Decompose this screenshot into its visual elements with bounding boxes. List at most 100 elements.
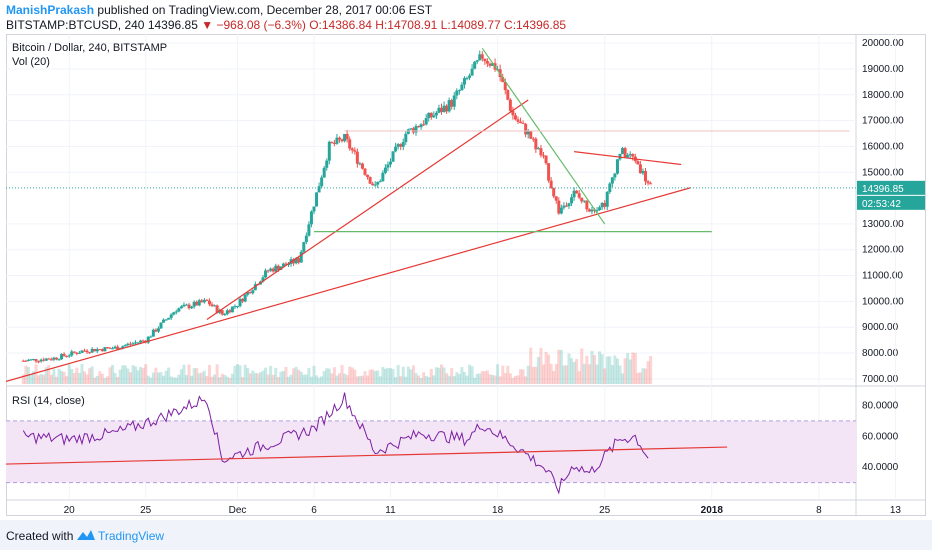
candle-body bbox=[434, 112, 438, 116]
candle-body bbox=[95, 349, 99, 352]
volume-bar bbox=[582, 363, 586, 384]
volume-bar bbox=[424, 375, 428, 384]
price-tick-label: 17000.00 bbox=[862, 116, 904, 127]
candle-body bbox=[294, 258, 298, 264]
candle-body bbox=[417, 126, 421, 128]
candle-body bbox=[605, 191, 609, 207]
volume-bar bbox=[383, 368, 387, 384]
candle-body bbox=[394, 146, 398, 152]
volume-bar bbox=[343, 373, 347, 384]
candle-body bbox=[111, 348, 115, 350]
candle-body bbox=[638, 164, 642, 174]
price-tick-label: 8000.00 bbox=[862, 348, 899, 359]
candle-body bbox=[192, 301, 196, 307]
candle-body bbox=[649, 183, 653, 185]
volume-bar bbox=[57, 368, 61, 384]
volume-bar bbox=[360, 375, 364, 384]
candle-body bbox=[539, 148, 543, 156]
volume-bar bbox=[552, 371, 556, 384]
candle-body bbox=[299, 251, 303, 263]
candle-body bbox=[297, 258, 301, 263]
volume-bar bbox=[524, 376, 528, 384]
volume-bar bbox=[391, 369, 395, 384]
candle-body bbox=[424, 118, 428, 125]
time-tick-label: 8 bbox=[816, 505, 822, 516]
rsi-line bbox=[22, 392, 649, 495]
candle-body bbox=[376, 181, 380, 185]
candle-body bbox=[440, 107, 443, 112]
candle-body bbox=[126, 343, 130, 346]
volume-bar bbox=[233, 365, 237, 384]
volume-bar bbox=[251, 370, 255, 384]
ohlc-values: O:14386.84 H:14708.91 L:14089.77 C:14396… bbox=[309, 18, 567, 32]
volume-bar bbox=[475, 373, 479, 384]
candle-body bbox=[236, 306, 239, 308]
candle-body bbox=[26, 359, 30, 361]
volume-bar bbox=[90, 366, 94, 384]
volume-bar bbox=[83, 371, 86, 384]
candle-body bbox=[287, 264, 290, 266]
candle-body bbox=[414, 126, 418, 133]
volume-bar bbox=[447, 375, 451, 384]
published-text: published on TradingView.com, December 2… bbox=[97, 3, 433, 17]
volume-bar bbox=[572, 361, 576, 384]
candle-body bbox=[562, 205, 566, 208]
volume-bar bbox=[192, 368, 196, 384]
candle-body bbox=[442, 105, 446, 112]
volume-bar bbox=[559, 349, 563, 384]
volume-bar bbox=[355, 376, 359, 384]
candle-body bbox=[338, 137, 341, 140]
rsi-tick-label: 60.0000 bbox=[862, 431, 899, 442]
candle-body bbox=[264, 270, 268, 278]
candle-body bbox=[32, 359, 35, 361]
volume-bar bbox=[633, 352, 637, 384]
candle-body bbox=[330, 141, 334, 144]
volume-bar bbox=[299, 371, 303, 384]
volume-bar bbox=[103, 377, 107, 384]
candle-body bbox=[261, 277, 265, 282]
candle-body bbox=[42, 359, 46, 361]
volume-bar bbox=[414, 373, 418, 384]
candle-body bbox=[587, 209, 591, 212]
candle-body bbox=[246, 292, 250, 295]
candle-body bbox=[100, 349, 104, 352]
candle-body bbox=[116, 346, 120, 350]
volume-bar bbox=[399, 376, 403, 384]
volume-bar bbox=[417, 375, 421, 384]
candle-body bbox=[631, 154, 635, 157]
volume-bar bbox=[396, 365, 400, 384]
author-link[interactable]: ManishPrakash bbox=[6, 3, 95, 17]
trendline-green-down bbox=[481, 47, 606, 225]
candle-body bbox=[325, 160, 329, 168]
candle-body bbox=[358, 163, 362, 165]
candle-body bbox=[577, 193, 581, 198]
price-chart[interactable]: 20000.00 19000.00 18000.00 17000.00 16000.00… bbox=[6, 34, 926, 516]
volume-bar bbox=[483, 371, 487, 384]
candle-body bbox=[230, 306, 234, 313]
tradingview-brand[interactable]: TradingView bbox=[98, 529, 165, 543]
volume-bar bbox=[159, 372, 163, 384]
volume-bar bbox=[485, 370, 489, 384]
candle-body bbox=[641, 171, 645, 174]
candle-body bbox=[483, 58, 487, 61]
candle-body bbox=[34, 359, 38, 362]
volume-bar bbox=[549, 363, 553, 384]
candle-body bbox=[220, 310, 224, 315]
tradingview-logo-icon[interactable] bbox=[76, 528, 96, 542]
volume-bar bbox=[470, 366, 474, 384]
time-tick-label: 11 bbox=[385, 505, 396, 516]
volume-bar bbox=[228, 377, 232, 384]
trendline-long bbox=[6, 187, 691, 382]
volume-bar bbox=[564, 365, 568, 384]
volume-bar bbox=[437, 367, 441, 384]
candle-body bbox=[162, 319, 166, 323]
candle-body bbox=[317, 186, 321, 193]
volume-bar bbox=[172, 377, 176, 384]
rsi-tick-label: 40.0000 bbox=[862, 462, 899, 473]
volume-bar bbox=[641, 368, 645, 384]
candle-body bbox=[465, 77, 469, 79]
volume-bar bbox=[304, 374, 308, 384]
volume-bar bbox=[276, 377, 280, 384]
volume-bar bbox=[274, 367, 278, 384]
volume-bar bbox=[330, 373, 334, 384]
